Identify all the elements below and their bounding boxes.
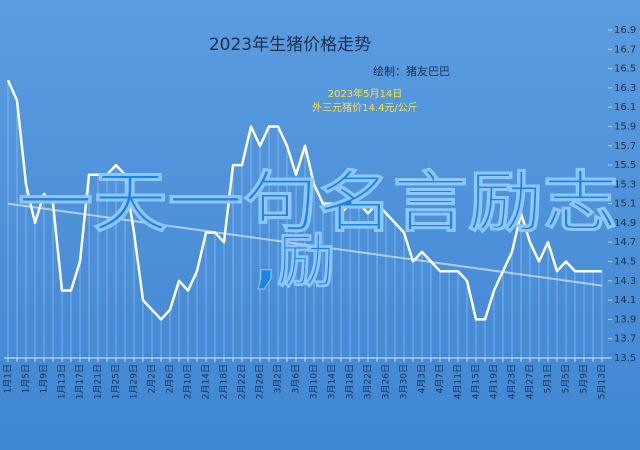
- annotation: 2023年5月14日: [328, 87, 403, 100]
- y-tick-label: 16.5: [614, 64, 636, 75]
- x-tick-label: 1月21日: [93, 364, 104, 399]
- x-tick-label: 2月18日: [219, 364, 230, 399]
- chart-subtitle: 绘制：猪友巴巴: [373, 64, 450, 78]
- plot: 13.5 13.7 13.9 14.1 14.3 14.5 14.7 14.9 15.1 15.3…: [3, 25, 637, 399]
- y-tick-label: 15.9: [614, 121, 636, 132]
- x-tick-label: 4月27日: [525, 364, 536, 399]
- x-tick-label: 2月6日: [165, 364, 176, 393]
- x-tick-label: 5月1日: [543, 364, 554, 393]
- y-tick-label: 14.5: [614, 257, 636, 268]
- x-tick-label: 1月25日: [111, 364, 122, 399]
- y-tick-label: 16.7: [614, 44, 636, 55]
- x-tick-label: 1月17日: [75, 364, 86, 399]
- x-tick-label: 2月14日: [201, 364, 212, 399]
- y-tick-label: 14.9: [614, 218, 636, 229]
- x-tick-label: 3月18日: [345, 364, 356, 399]
- x-tick-label: 1月13日: [57, 364, 68, 399]
- x-tick-label: 3月6日: [291, 364, 302, 393]
- y-tick-label: 14.7: [614, 237, 636, 248]
- x-tick-label: 3月10日: [309, 364, 320, 399]
- y-tick-label: 13.9: [614, 314, 636, 325]
- x-tick-label: 1月29日: [129, 364, 140, 399]
- x-tick-label: 5月13日: [597, 364, 608, 399]
- x-tick-label: 3月2日: [273, 364, 284, 393]
- x-tick-label: 2月10日: [183, 364, 194, 399]
- x-tick-label: 2月22日: [237, 364, 248, 399]
- y-tick-label: 16.1: [614, 102, 636, 113]
- y-tick-label: 15.1: [614, 199, 636, 210]
- x-tick-label: 4月19日: [489, 364, 500, 399]
- x-tick-label: 4月11日: [453, 364, 464, 399]
- x-tick-label: 1月9日: [39, 364, 50, 393]
- overlay-text: 一天一句名言励志: [18, 164, 618, 241]
- y-tick-label: 13.5: [614, 353, 636, 364]
- x-tick-label: 4月3日: [417, 364, 428, 393]
- y-tick-label: 16.3: [614, 83, 636, 94]
- x-tick-label: 1月5日: [21, 364, 32, 393]
- annotation: 外三元猪价14.4元/公斤: [312, 102, 418, 114]
- x-tick-label: 1月1日: [3, 364, 14, 393]
- chart-title: 2023年生猪价格走势: [209, 35, 371, 55]
- y-tick-label: 16.9: [614, 25, 636, 36]
- x-tick-label: 4月7日: [435, 364, 446, 393]
- x-tick-label: 3月14日: [327, 364, 338, 399]
- y-tick-label: 15.3: [614, 179, 636, 190]
- x-tick-label: 5月5日: [561, 364, 572, 393]
- x-tick-label: 3月22日: [363, 364, 374, 399]
- x-tick-label: 3月30日: [399, 364, 410, 399]
- y-tick-label: 15.7: [614, 141, 636, 152]
- x-tick-label: 2月2日: [147, 364, 158, 393]
- x-tick-label: 5月9日: [579, 364, 590, 393]
- overlay-text: ,励: [255, 227, 335, 295]
- y-tick-label: 13.7: [614, 334, 636, 345]
- y-tick-label: 14.3: [614, 276, 636, 287]
- trend-line: [7, 202, 603, 287]
- x-tick-label: 4月15日: [471, 364, 482, 399]
- x-tick-label: 4月23日: [507, 364, 518, 399]
- x-tick-label: 3月26日: [381, 364, 392, 399]
- y-tick-label: 14.1: [614, 295, 636, 306]
- y-tick-label: 15.5: [614, 160, 636, 171]
- x-tick-label: 2月26日: [255, 364, 266, 399]
